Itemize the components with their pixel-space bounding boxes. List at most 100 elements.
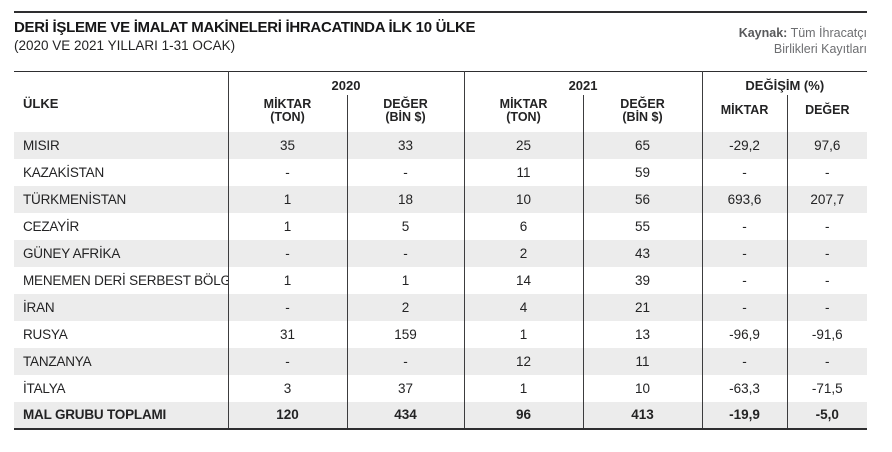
value-cell: 10 [463, 185, 584, 213]
total-value-cell: 434 [346, 401, 465, 429]
table-row-italya: İTALYA 3 37 1 10 -63,3 -71,5 [14, 374, 868, 402]
value-cell: 56 [582, 185, 703, 213]
value-cell: - [786, 212, 868, 240]
col-header-2021-value: DEĞER (BİN $) [582, 94, 703, 132]
value-cell: 1 [227, 212, 347, 240]
value-cell: -29,2 [701, 131, 788, 159]
value-cell: 59 [582, 158, 703, 186]
value-cell: 35 [227, 131, 347, 159]
country-cell: MENEMEN DERİ SERBEST BÖLGESİ [23, 272, 228, 288]
country-cell: RUSYA [23, 326, 68, 342]
value-cell: 18 [346, 185, 465, 213]
value-cell: - [701, 239, 788, 267]
value-cell: - [701, 293, 788, 321]
value-cell: 1 [463, 374, 584, 402]
country-cell: İTALYA [23, 380, 66, 396]
masthead: DERİ İŞLEME VE İMALAT MAKİNELERİ İHRACAT… [14, 19, 867, 71]
title-block: DERİ İŞLEME VE İMALAT MAKİNELERİ İHRACAT… [14, 19, 476, 54]
total-value-cell: 413 [582, 401, 703, 429]
top-rule [14, 11, 867, 13]
value-cell: 1 [463, 320, 584, 348]
value-cell: 6 [463, 212, 584, 240]
value-cell: - [786, 266, 868, 294]
value-cell: - [346, 239, 465, 267]
country-cell: TÜRKMENİSTAN [23, 191, 127, 207]
value-cell: 25 [463, 131, 584, 159]
value-cell: 11 [582, 347, 703, 375]
group-header-change: DEĞİŞİM (%) [701, 71, 868, 95]
total-value-cell: 96 [463, 401, 584, 429]
value-cell: 13 [582, 320, 703, 348]
country-cell: KAZAKİSTAN [23, 164, 105, 180]
value-cell: 4 [463, 293, 584, 321]
col-header-2020-amount: MİKTAR (TON) [263, 96, 312, 124]
value-cell: 33 [346, 131, 465, 159]
value-cell: 3 [227, 374, 347, 402]
source-note: Kaynak: Tüm İhracatçı Birlikleri Kayıtla… [739, 25, 867, 57]
value-cell: 37 [346, 374, 465, 402]
value-cell: - [786, 347, 868, 375]
value-cell: - [346, 347, 465, 375]
page-subtitle: (2020 VE 2021 YILLARI 1-31 OCAK) [14, 38, 236, 53]
value-cell: -91,6 [786, 320, 868, 348]
table-row-guney-afrika: GÜNEY AFRİKA - - 2 43 - - [14, 239, 868, 267]
table-header: ÜLKE 2020 2021 DEĞİŞİM (%) MİKTAR (TON) D… [14, 71, 868, 132]
value-cell: 2 [463, 239, 584, 267]
value-cell: - [227, 239, 347, 267]
source-text-1: Tüm İhracatçı [790, 26, 867, 40]
total-value-cell: 120 [227, 401, 347, 429]
value-cell: 10 [582, 374, 703, 402]
value-cell: - [701, 158, 788, 186]
table-row-tanzanya: TANZANYA - - 12 11 - - [14, 347, 868, 375]
table-row-turkmenistan: TÜRKMENİSTAN 1 18 10 56 693,6 207,7 [14, 185, 868, 213]
table-row-menemen: MENEMEN DERİ SERBEST BÖLGESİ 1 1 14 39 -… [14, 266, 868, 294]
table-row-rusya: RUSYA 31 159 1 13 -96,9 -91,6 [14, 320, 868, 348]
value-cell: 31 [227, 320, 347, 348]
country-cell: GÜNEY AFRİKA [23, 245, 121, 261]
table-row-iran: İRAN - 2 4 21 - - [14, 293, 868, 321]
col-header-change-amount: MİKTAR [701, 94, 788, 132]
value-cell: -71,5 [786, 374, 868, 402]
value-cell: - [701, 212, 788, 240]
header-group-row: ÜLKE 2020 2021 DEĞİŞİM (%) [14, 71, 868, 132]
value-cell: - [227, 293, 347, 321]
total-value-cell: -19,9 [701, 401, 788, 429]
value-cell: 693,6 [701, 185, 788, 213]
table-body: MISIR 35 33 25 65 -29,2 97,6 KAZAKİSTAN … [14, 131, 868, 429]
value-cell: 97,6 [786, 131, 868, 159]
value-cell: - [701, 266, 788, 294]
value-cell: 1 [346, 266, 465, 294]
country-cell: MISIR [23, 137, 60, 153]
col-header-2020-value: DEĞER (BİN $) [346, 94, 465, 132]
value-cell: -96,9 [701, 320, 788, 348]
value-cell: 159 [346, 320, 465, 348]
value-cell: 2 [346, 293, 465, 321]
value-cell: - [786, 293, 868, 321]
value-cell: 12 [463, 347, 584, 375]
value-cell: - [786, 239, 868, 267]
total-label-cell: MAL GRUBU TOPLAMI [23, 407, 167, 422]
col-header-2021-amount: MİKTAR (TON) [463, 94, 584, 132]
table-row-total: MAL GRUBU TOPLAMI 120 434 96 413 -19,9 -… [14, 401, 868, 429]
value-cell: -63,3 [701, 374, 788, 402]
value-cell: - [227, 158, 347, 186]
value-cell: 207,7 [786, 185, 868, 213]
value-cell: 5 [346, 212, 465, 240]
value-cell: 1 [227, 185, 347, 213]
value-cell: 55 [582, 212, 703, 240]
group-header-2020: 2020 [331, 77, 361, 93]
value-cell: 11 [463, 158, 584, 186]
table-row-kazakistan: KAZAKİSTAN - - 11 59 - - [14, 158, 868, 186]
country-cell: CEZAYİR [23, 218, 80, 234]
value-cell: - [227, 347, 347, 375]
group-header-2021: 2021 [463, 71, 703, 95]
value-cell: - [346, 158, 465, 186]
infographic-page: DERİ İŞLEME VE İMALAT MAKİNELERİ İHRACAT… [14, 11, 868, 430]
table-row-cezayir: CEZAYİR 1 5 6 55 - - [14, 212, 868, 240]
page-title: DERİ İŞLEME VE İMALAT MAKİNELERİ İHRACAT… [14, 19, 476, 36]
source-label: Kaynak: [738, 26, 788, 40]
source-text-2: Birlikleri Kayıtları [773, 42, 867, 56]
country-cell: İRAN [23, 299, 55, 315]
value-cell: 43 [582, 239, 703, 267]
table-row-misir: MISIR 35 33 25 65 -29,2 97,6 [14, 131, 868, 159]
